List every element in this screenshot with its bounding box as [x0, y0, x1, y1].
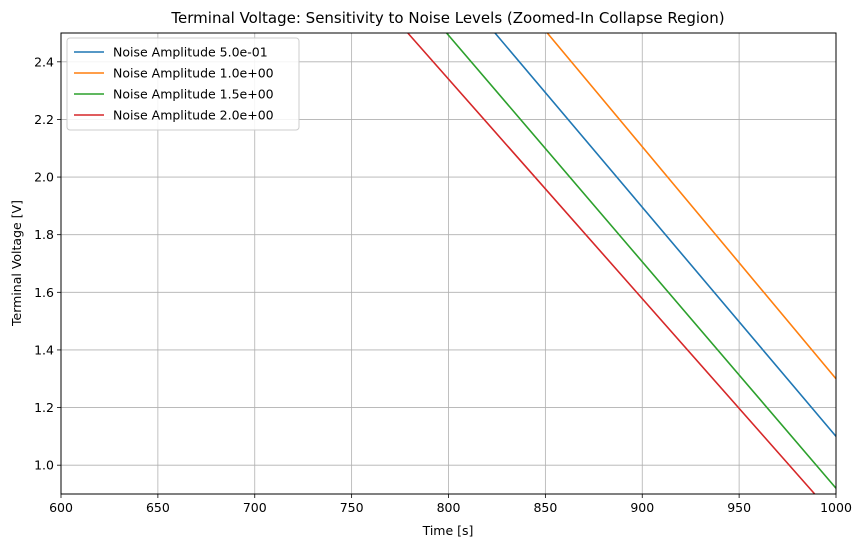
legend: Noise Amplitude 5.0e-01 Noise Amplitude 1…	[66, 37, 300, 131]
y-axis: 1.0 1.2 1.4 1.6 1.8 2.0 2.2 2.4	[34, 54, 61, 473]
x-tick-label: 750	[340, 500, 364, 515]
legend-label-1: Noise Amplitude 5.0e-01	[113, 45, 268, 60]
x-tick-label: 800	[437, 500, 461, 515]
y-tick-label: 2.0	[34, 170, 54, 185]
y-tick-label: 1.8	[34, 227, 54, 242]
y-tick-label: 2.4	[34, 54, 54, 69]
legend-label-4: Noise Amplitude 2.0e+00	[113, 108, 274, 123]
x-tick-label: 600	[49, 500, 73, 515]
x-tick-label: 650	[146, 500, 170, 515]
y-axis-label: Terminal Voltage [V]	[9, 200, 24, 327]
legend-label-3: Noise Amplitude 1.5e+00	[113, 87, 274, 102]
x-tick-label: 700	[243, 500, 267, 515]
series-line-1	[494, 32, 837, 437]
x-axis-label: Time [s]	[422, 523, 474, 538]
grid	[60, 33, 837, 494]
y-tick-label: 1.2	[34, 400, 54, 415]
y-tick-label: 1.4	[34, 342, 54, 357]
y-tick-label: 1.6	[34, 285, 54, 300]
series-lines	[407, 32, 837, 495]
y-tick-label: 1.0	[34, 458, 54, 473]
x-tick-label: 850	[533, 500, 557, 515]
series-line-4	[407, 32, 816, 495]
x-axis: 600 650 700 750 800 850 900 950 1000	[49, 494, 852, 515]
x-tick-label: 1000	[820, 500, 852, 515]
x-tick-label: 950	[727, 500, 751, 515]
x-tick-label: 900	[630, 500, 654, 515]
series-line-2	[546, 32, 837, 380]
y-tick-label: 2.2	[34, 112, 54, 127]
legend-label-2: Noise Amplitude 1.0e+00	[113, 66, 274, 81]
chart-title: Terminal Voltage: Sensitivity to Noise L…	[170, 9, 724, 27]
series-line-3	[445, 32, 837, 489]
legend-box	[66, 37, 300, 131]
